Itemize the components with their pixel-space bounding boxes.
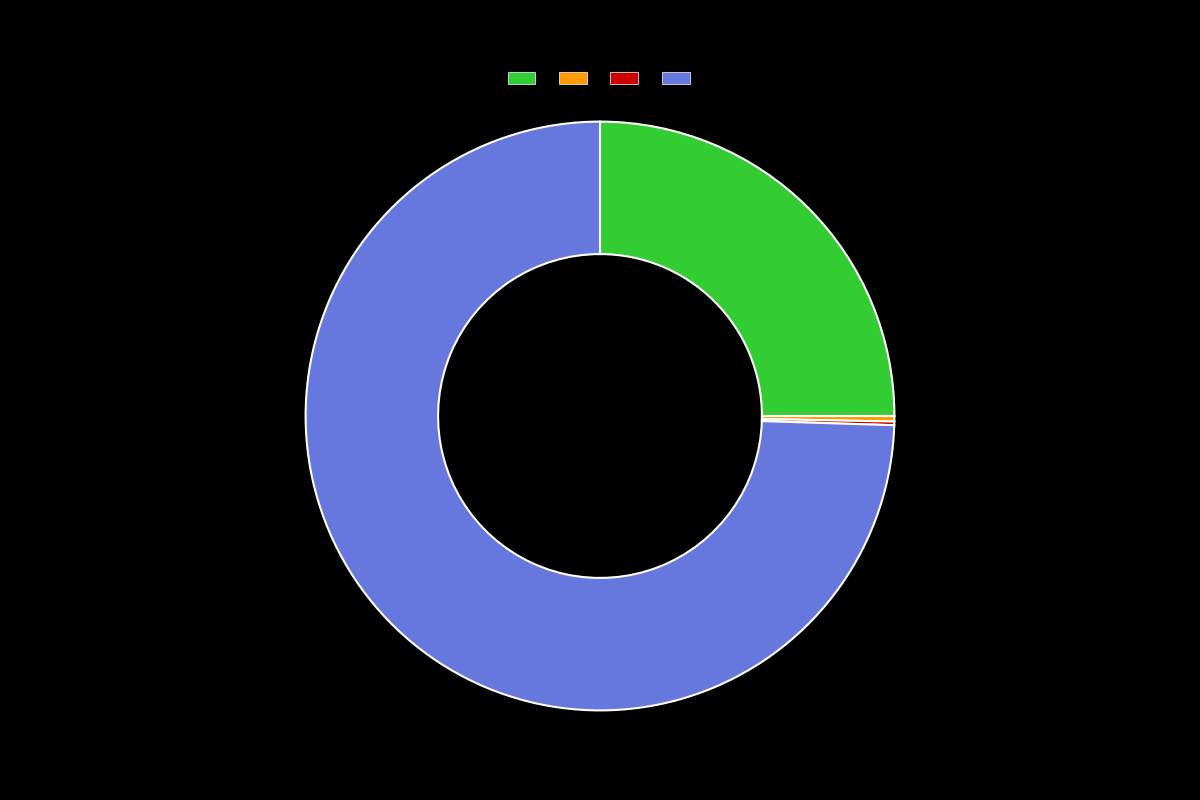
Legend: , , , : , , , bbox=[502, 66, 698, 91]
Wedge shape bbox=[762, 416, 894, 422]
Wedge shape bbox=[600, 122, 894, 416]
Wedge shape bbox=[762, 419, 894, 426]
Wedge shape bbox=[306, 122, 894, 710]
